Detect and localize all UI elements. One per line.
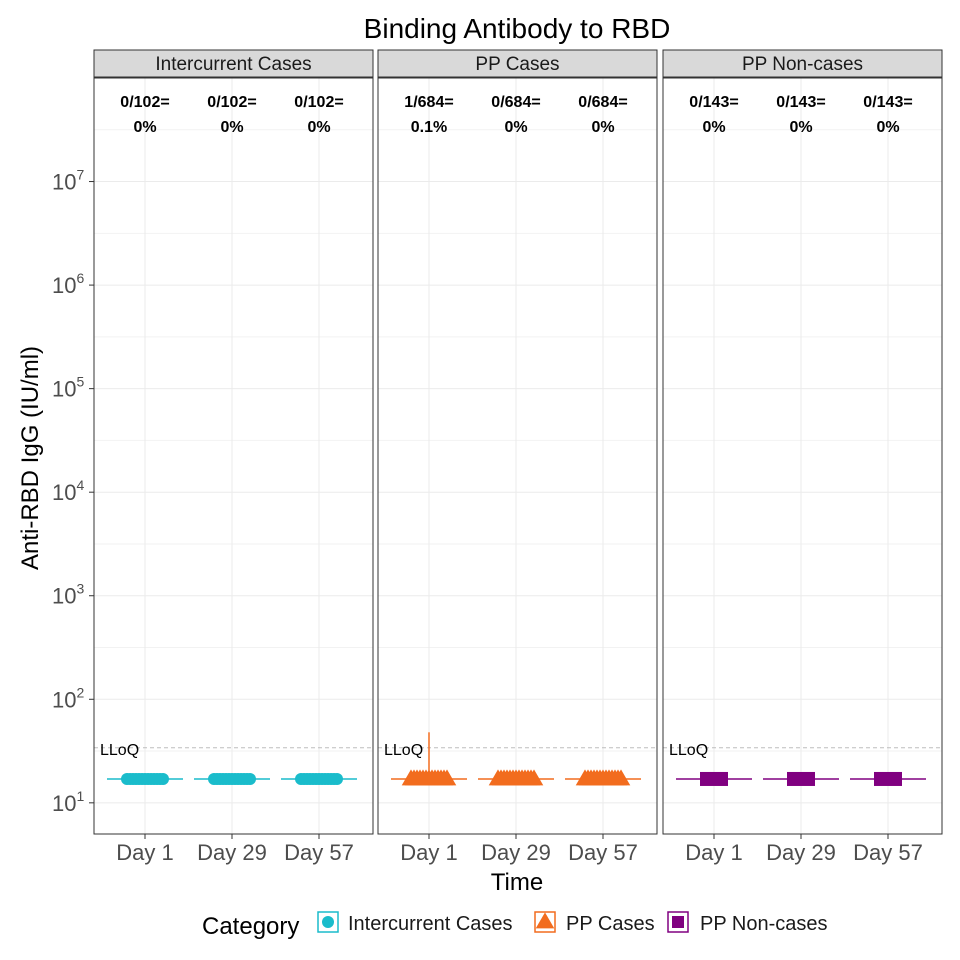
data-point-cluster [295,772,343,785]
y-tick-label: 102 [52,684,84,712]
rate-annotation-count: 0/684= [491,94,540,111]
data-point-cluster [208,772,256,785]
data-point [611,769,631,786]
x-tick-label: Day 57 [853,840,923,865]
panel-strip-label: PP Cases [475,54,559,75]
y-tick-label: 104 [52,477,84,505]
data-point [331,772,343,785]
legend-marker [535,912,555,929]
x-tick-label: Day 1 [400,840,457,865]
panel-border [93,77,374,835]
rate-annotation-count: 0/102= [294,94,343,111]
legend-label: Intercurrent Cases [348,913,513,935]
panel-background [663,78,942,834]
y-tick-label: 107 [52,167,84,195]
data-point-cluster [401,769,457,786]
panel-background [378,78,657,834]
panel-intercurrent-cases: Intercurrent Cases LLoQ 0/102= 0% Day 1 0/102… [93,49,374,865]
rate-annotation-count: 1/684= [404,94,453,111]
data-point [437,769,457,786]
x-tick-label: Day 29 [197,840,267,865]
rate-annotation-percent: 0% [504,119,527,136]
y-tick-label: 105 [52,374,84,402]
legend-entry-pp-non-cases: PP Non-cases [667,911,827,935]
lloq-label: LLoQ [669,742,708,759]
data-point [157,772,169,785]
legend-title: Category [202,913,299,940]
x-tick-label: Day 29 [766,840,836,865]
panel-strip-label: PP Non-cases [742,54,863,75]
rate-annotation-count: 0/143= [689,94,738,111]
legend-marker [322,916,334,928]
panel-border [662,77,943,835]
rate-annotation-count: 0/102= [207,94,256,111]
legend-entry-pp-cases: PP Cases [534,911,655,935]
y-tick-label: 106 [52,270,84,298]
x-tick-label: Day 57 [284,840,354,865]
legend: Category Intercurrent Cases PP Cases PP Non… [202,911,827,940]
panel-background [94,78,373,834]
x-tick-label: Day 57 [568,840,638,865]
lloq-label: LLoQ [384,742,423,759]
y-axis-title: Anti-RBD IgG (IU/ml) [17,346,44,570]
panel-pp-non-cases: PP Non-cases LLoQ 0/143= 0% Day 1 0/143= 0% Day… [662,49,943,865]
rate-annotation-count: 0/102= [120,94,169,111]
legend-marker [672,916,684,928]
panels: Intercurrent Cases LLoQ 0/102= 0% Day 1 0/102… [93,49,943,865]
y-tick-label: 101 [52,788,84,816]
rate-annotation-percent: 0% [789,119,812,136]
rate-annotation-percent: 0% [307,119,330,136]
panel-strip [662,49,943,78]
rate-annotation-percent: 0% [702,119,725,136]
data-point [787,771,801,786]
rate-annotation-percent: 0% [876,119,899,136]
data-point-cluster [575,769,631,786]
x-axis-title: Time [491,869,543,896]
rate-annotation-percent: 0% [591,119,614,136]
panel-border [377,77,658,835]
y-axis: 101 102 103 104 105 106 107 [52,167,94,816]
data-point [874,771,888,786]
data-point [244,772,256,785]
data-point [700,771,714,786]
y-tick-label: 103 [52,581,84,609]
data-point [888,771,902,786]
rate-annotation-count: 0/684= [578,94,627,111]
data-point-cluster [488,769,544,786]
panel-strip [377,49,658,78]
data-point [714,771,728,786]
rate-annotation-count: 0/143= [776,94,825,111]
rate-annotation-count: 0/143= [863,94,912,111]
data-point-cluster [121,772,169,785]
legend-entry-intercurrent-cases: Intercurrent Cases [317,911,513,935]
x-tick-label: Day 1 [116,840,173,865]
data-point [801,771,815,786]
rate-annotation-percent: 0.1% [411,119,447,136]
legend-label: PP Non-cases [700,913,827,935]
lloq-label: LLoQ [100,742,139,759]
data-point-cluster [700,771,728,786]
panel-strip-label: Intercurrent Cases [155,54,311,75]
data-point-cluster [787,771,815,786]
data-point [524,769,544,786]
panel-strip [93,49,374,78]
panel-pp-cases: PP Cases LLoQ 1/684= 0.1% Day 1 0/684= 0% Day 2… [377,49,658,865]
chart-title: Binding Antibody to RBD [364,13,671,44]
x-tick-label: Day 29 [481,840,551,865]
rate-annotation-percent: 0% [133,119,156,136]
data-point-cluster [874,771,902,786]
x-tick-label: Day 1 [685,840,742,865]
rate-annotation-percent: 0% [220,119,243,136]
legend-label: PP Cases [566,913,655,935]
